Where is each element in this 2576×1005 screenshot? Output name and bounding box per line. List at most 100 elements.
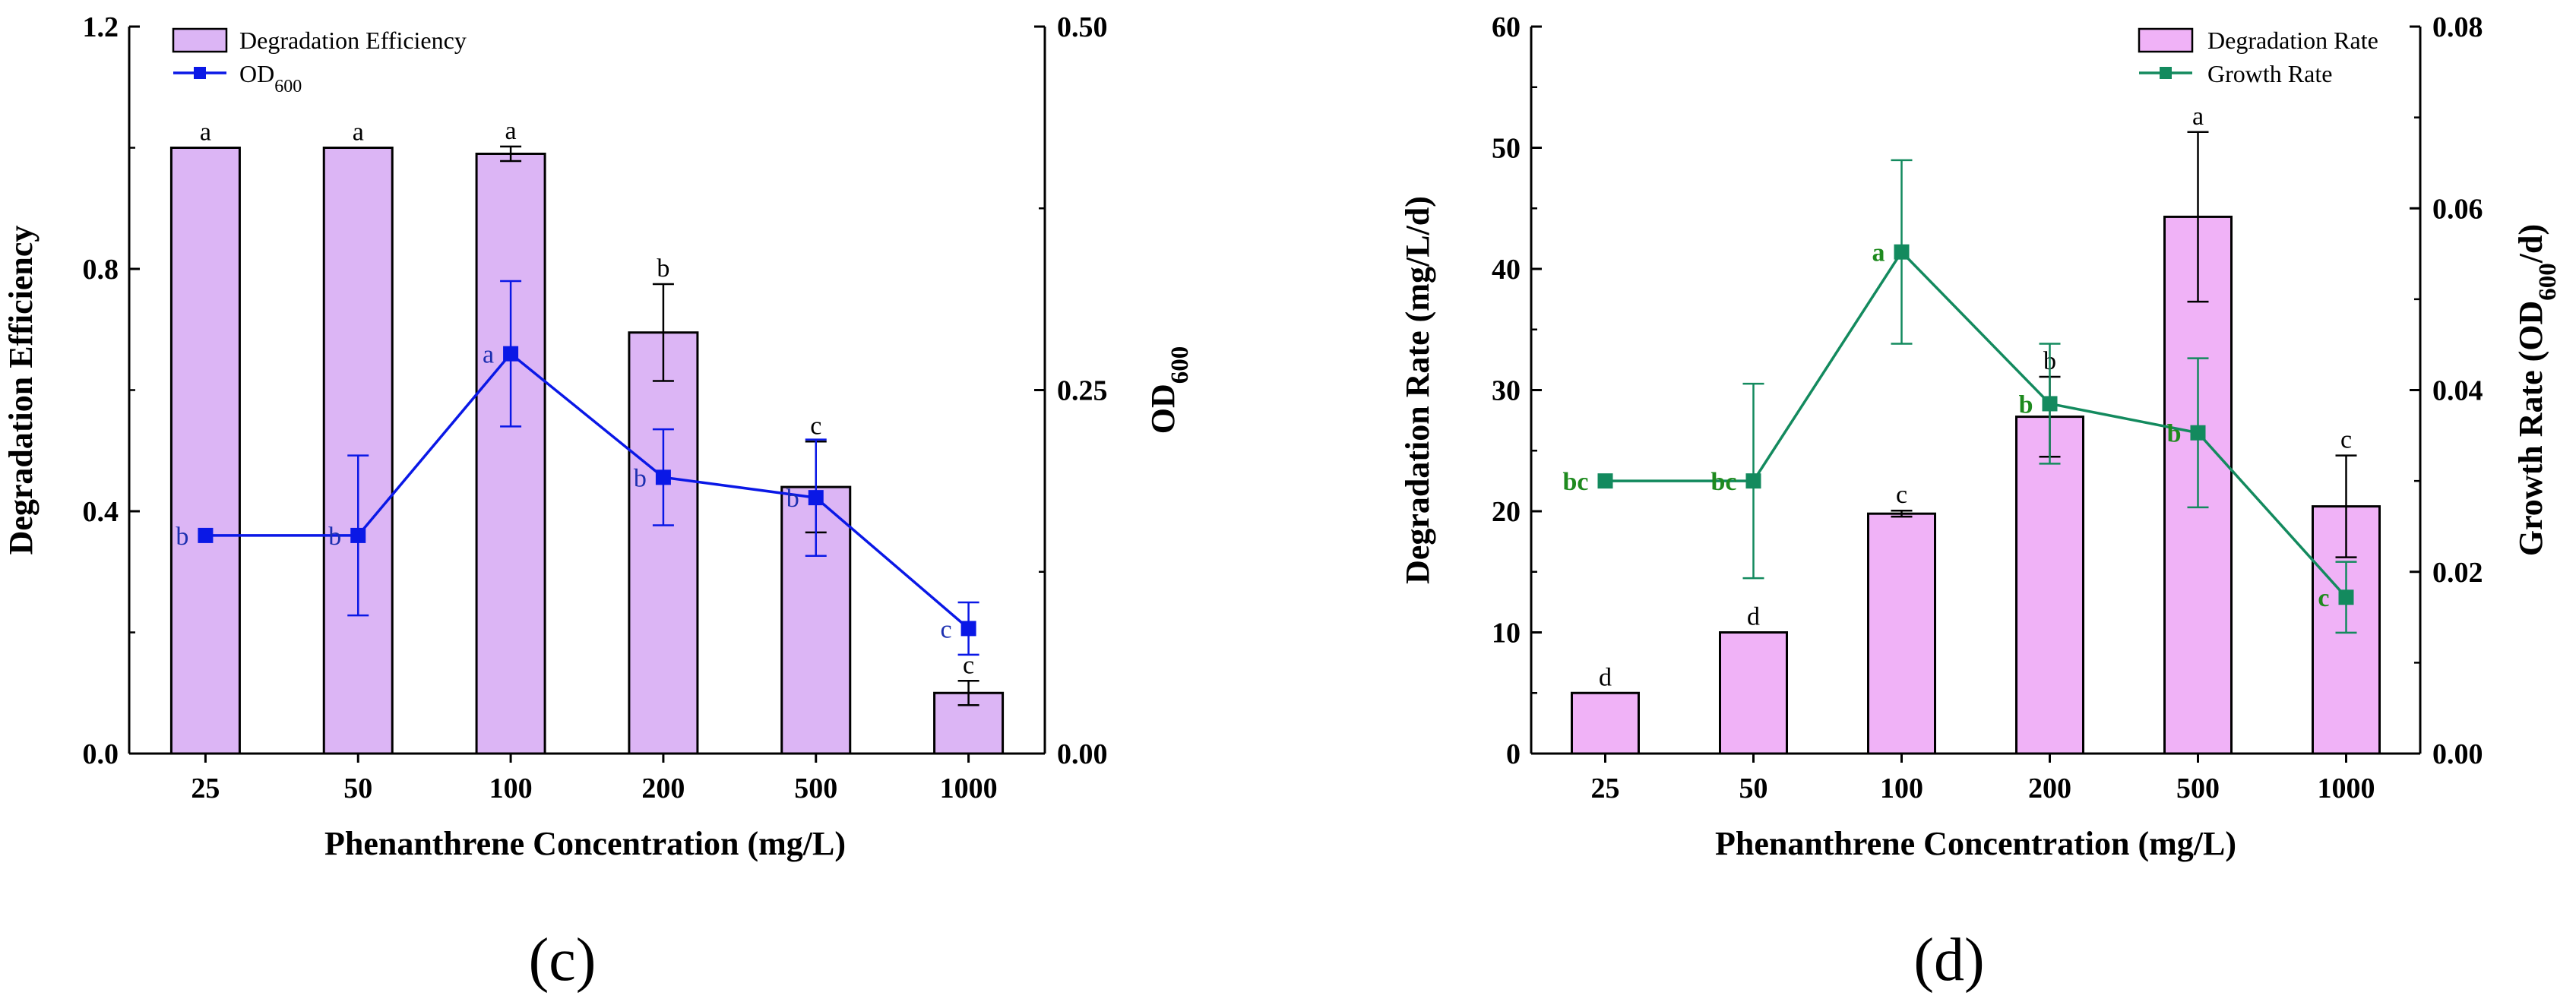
line-letter-200: b bbox=[2019, 390, 2033, 419]
bar-25 bbox=[1571, 691, 1640, 755]
bar-letter-100: a bbox=[505, 117, 517, 145]
legend-line-marker bbox=[194, 67, 206, 79]
x-tick-label: 200 bbox=[2028, 773, 2071, 804]
bar-letter-1000: c bbox=[2340, 426, 2352, 454]
line-letter-1000: c bbox=[2318, 584, 2329, 612]
y-tick-label: 30 bbox=[1492, 375, 1521, 407]
bar-error-100 bbox=[1891, 509, 1913, 518]
bar-error-200 bbox=[652, 283, 674, 382]
legend-bar-label: Degradation Rate bbox=[2207, 27, 2378, 54]
y-tick-label: 0 bbox=[1506, 738, 1521, 770]
legend: Degradation Rate Growth Rate bbox=[2138, 27, 2378, 87]
line-point-200 bbox=[655, 469, 671, 485]
line-letter-25: b bbox=[176, 523, 188, 551]
x-tick-label: 25 bbox=[1591, 773, 1620, 804]
y2-tick-label: 0.00 bbox=[2432, 738, 2483, 770]
bar-letter-500: c bbox=[810, 412, 821, 440]
legend: Degradation Efficiency OD600 bbox=[172, 27, 467, 96]
line-point-1000 bbox=[2338, 589, 2354, 605]
x-tick-label: 50 bbox=[343, 773, 372, 804]
y-tick-label: 40 bbox=[1492, 254, 1521, 286]
legend-bar-swatch bbox=[2138, 27, 2194, 53]
y-tick-label: 0.4 bbox=[83, 496, 119, 528]
y-tick-label: 1.2 bbox=[83, 11, 119, 43]
legend-line-label: Growth Rate bbox=[2207, 60, 2332, 87]
y2-axis-title: OD600 bbox=[1144, 346, 1194, 435]
bar-100 bbox=[475, 152, 546, 755]
line-letter-50: bc bbox=[1711, 468, 1737, 496]
line-point-100 bbox=[503, 346, 519, 362]
y2-tick-label: 0.25 bbox=[1057, 375, 1108, 407]
y2-tick-label: 0.04 bbox=[2432, 375, 2483, 407]
y2-tick-label: 0.02 bbox=[2432, 557, 2483, 589]
x-tick-label: 25 bbox=[191, 773, 220, 804]
line-letter-200: b bbox=[634, 464, 647, 492]
line-point-50 bbox=[1745, 473, 1761, 489]
legend-line-marker bbox=[2160, 67, 2172, 79]
bar-100 bbox=[1867, 512, 1936, 755]
y2-tick-label: 0.06 bbox=[2432, 193, 2483, 225]
x-axis-title: Phenanthrene Concentration (mg/L) bbox=[1715, 825, 2236, 862]
legend-bar-label: Degradation Efficiency bbox=[239, 27, 467, 54]
line-point-500 bbox=[2190, 425, 2206, 441]
bar-letter-100: c bbox=[1896, 481, 1907, 509]
y-axis-title: Degradation Efficiency bbox=[2, 226, 40, 555]
bar-letter-1000: c bbox=[963, 651, 974, 679]
bar-50 bbox=[322, 147, 394, 755]
bar-error-100 bbox=[500, 145, 522, 163]
y-tick-label: 60 bbox=[1492, 11, 1521, 43]
line-letter-500: b bbox=[2167, 420, 2182, 448]
bar-200 bbox=[628, 331, 699, 755]
bar-letter-25: d bbox=[1599, 663, 1612, 691]
x-tick-label: 1000 bbox=[940, 773, 998, 804]
bar-letter-50: d bbox=[1747, 603, 1760, 631]
legend-line-label: OD600 bbox=[239, 60, 302, 96]
y-tick-label: 10 bbox=[1492, 618, 1521, 649]
x-tick-label: 1000 bbox=[2318, 773, 2375, 804]
y-axis-title: Degradation Rate (mg/L/d) bbox=[1399, 196, 1436, 584]
line-letter-1000: c bbox=[940, 615, 951, 643]
line-point-1000 bbox=[960, 621, 976, 637]
y2-tick-label: 0.08 bbox=[2432, 11, 2483, 43]
x-tick-label: 500 bbox=[794, 773, 837, 804]
x-tick-label: 500 bbox=[2176, 773, 2220, 804]
y-tick-label: 50 bbox=[1492, 133, 1521, 165]
bar-letter-50: a bbox=[353, 119, 364, 147]
x-tick-label: 100 bbox=[1880, 773, 1923, 804]
y2-tick-label: 0.00 bbox=[1057, 738, 1108, 770]
bar-error-1000 bbox=[957, 680, 979, 706]
y-tick-label: 20 bbox=[1492, 496, 1521, 528]
line-letter-100: a bbox=[483, 341, 494, 369]
line-point-100 bbox=[1894, 244, 1910, 260]
legend-bar-swatch bbox=[172, 27, 228, 53]
bar-error-500 bbox=[2187, 131, 2209, 303]
series-line-growth-rate bbox=[1605, 249, 2347, 599]
y-tick-label: 0.0 bbox=[83, 738, 119, 770]
y2-tick-label: 0.50 bbox=[1057, 11, 1108, 43]
x-tick-label: 50 bbox=[1739, 773, 1768, 804]
line-letter-50: b bbox=[328, 523, 341, 551]
bar-200 bbox=[2015, 416, 2084, 755]
y2-axis-title: Growth Rate (OD600/d) bbox=[2512, 224, 2562, 556]
line-point-50 bbox=[350, 527, 366, 543]
panel-label-c: (c) bbox=[529, 927, 597, 994]
bar-50 bbox=[1719, 631, 1788, 755]
bar-letter-500: a bbox=[2192, 103, 2204, 131]
panel-label-d: (d) bbox=[1913, 927, 1984, 994]
axes: 0 10 20 30 40 50 60 0.00 0.02 0.04 0.06 0.08 25 50 100… bbox=[1492, 11, 2483, 804]
line-point-25 bbox=[198, 527, 214, 543]
chart-panel-d: ddcbacbcbcabbc01020304050600.000.020.040… bbox=[1399, 11, 2562, 862]
line-point-200 bbox=[2042, 396, 2058, 412]
line-point-500 bbox=[808, 490, 824, 506]
x-axis-title: Phenanthrene Concentration (mg/L) bbox=[324, 825, 846, 862]
bar-letter-25: a bbox=[200, 119, 211, 147]
series-line-od600 bbox=[205, 352, 970, 630]
bar-letter-200: b bbox=[657, 254, 669, 283]
line-letter-500: b bbox=[786, 485, 799, 513]
line-letter-100: a bbox=[1872, 239, 1885, 267]
line-point-25 bbox=[1597, 473, 1613, 489]
x-tick-label: 100 bbox=[489, 773, 533, 804]
bar-error-1000 bbox=[2335, 454, 2357, 558]
